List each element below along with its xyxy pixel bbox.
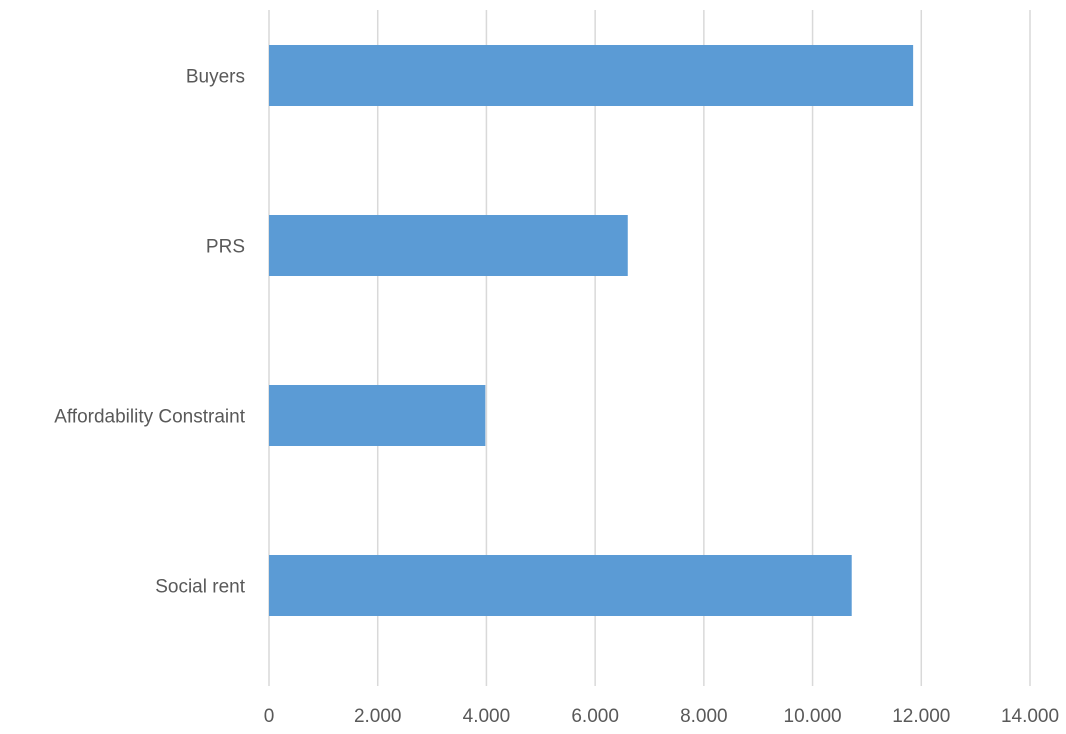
- x-tick-label-3: 6.000: [571, 706, 619, 727]
- x-tick-label-0: 0: [264, 706, 275, 727]
- x-tick-label-1: 2.000: [354, 706, 402, 727]
- category-label-buyers: Buyers: [186, 67, 245, 88]
- bar-prs: [269, 215, 628, 276]
- category-label-prs: PRS: [206, 237, 245, 258]
- bars: [269, 45, 914, 616]
- bar-affordability-constraint: [269, 385, 486, 446]
- x-axis-tick-labels: 0 2.000 4.000 6.000 8.000 10.000 12.000 14.000: [264, 706, 1059, 727]
- bar-social-rent: [269, 555, 852, 616]
- x-tick-label-5: 10.000: [784, 706, 842, 727]
- x-tick-label-4: 8.000: [680, 706, 728, 727]
- category-label-social-rent: Social rent: [155, 577, 245, 598]
- x-tick-label-7: 14.000: [1001, 706, 1059, 727]
- category-labels: Buyers PRS Affordability Constraint Social …: [54, 67, 246, 598]
- x-tick-label-6: 12.000: [892, 706, 950, 727]
- category-label-affordability-constraint: Affordability Constraint: [54, 407, 246, 428]
- gridlines: [268, 10, 1031, 686]
- x-tick-label-2: 4.000: [463, 706, 511, 727]
- bar-buyers: [269, 45, 914, 106]
